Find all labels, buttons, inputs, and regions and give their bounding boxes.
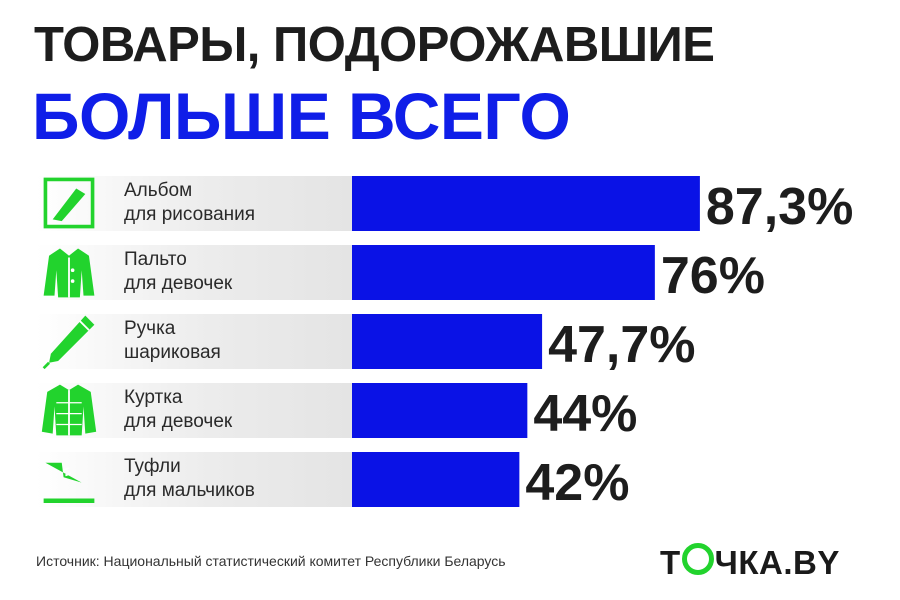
- logo-text-pre: Т: [660, 544, 681, 581]
- category-label-line1: Ручка: [124, 318, 176, 339]
- category-label-line2: для девочек: [124, 411, 233, 432]
- logo-text-post: ЧКА.BY: [714, 544, 840, 581]
- category-label-line1: Туфли: [124, 456, 181, 477]
- category-label-line1: Куртка: [124, 387, 183, 408]
- logo: Т ЧКА.BY: [660, 542, 840, 582]
- chart-title-line2: БОЛЬШЕ ВСЕГО: [32, 79, 571, 153]
- sketchbook-pencil-icon: [40, 174, 104, 238]
- category-label: Ручка шариковая: [124, 317, 344, 365]
- shoe-icon: [40, 450, 104, 514]
- value-label: 76%: [661, 247, 765, 305]
- row-band: [36, 176, 352, 231]
- row-band: [36, 452, 352, 507]
- bar: [352, 314, 543, 369]
- pen-icon: [40, 312, 104, 376]
- jacket-icon: [40, 381, 104, 445]
- bar: [352, 383, 528, 438]
- category-label-line2: для рисования: [124, 204, 256, 225]
- source-note: Источник: Национальный статистический ко…: [36, 553, 506, 569]
- value-label: 44%: [533, 385, 637, 443]
- coat-icon: [40, 243, 104, 307]
- value-label: 42%: [525, 454, 629, 512]
- category-label: Туфли для мальчиков: [124, 455, 344, 503]
- bar: [352, 176, 700, 231]
- logo-o-circle: [681, 543, 714, 575]
- category-label-line2: для мальчиков: [124, 480, 255, 501]
- bar: [352, 245, 655, 300]
- category-label-line2: для девочек: [124, 273, 233, 294]
- category-label-line1: Альбом: [124, 180, 193, 201]
- category-label: Куртка для девочек: [124, 386, 344, 434]
- value-label: 47,7%: [548, 316, 695, 374]
- category-label-line2: шариковая: [124, 342, 221, 363]
- value-label: 87,3%: [706, 178, 853, 236]
- bar: [352, 452, 520, 507]
- category-label-line1: Пальто: [124, 249, 187, 270]
- category-label: Альбом для рисования: [124, 179, 344, 227]
- chart-title-line1: ТОВАРЫ, ПОДОРОЖАВШИЕ: [34, 18, 715, 72]
- category-label: Пальто для девочек: [124, 248, 344, 296]
